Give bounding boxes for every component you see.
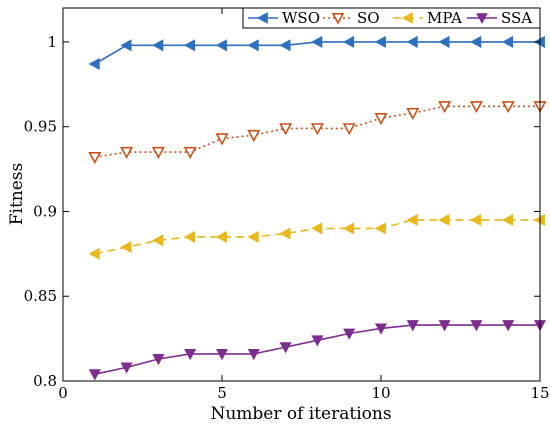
data-point-so: [310, 123, 324, 136]
data-point-so: [279, 123, 293, 136]
data-point-so: [120, 146, 134, 159]
data-point-wso: [470, 35, 482, 48]
data-point-ssa: [502, 320, 515, 332]
data-point-ssa: [88, 369, 101, 381]
data-point-mpa: [470, 213, 482, 226]
data-point-wso: [152, 39, 164, 52]
data-point-so: [469, 101, 483, 114]
x-tick-label: 15: [530, 384, 549, 402]
data-point-ssa: [374, 323, 388, 335]
data-point-ssa: [438, 320, 451, 332]
data-point-wso: [501, 35, 514, 48]
legend-label-so: SO: [357, 9, 380, 27]
data-point-wso: [374, 35, 386, 48]
data-point-ssa: [215, 349, 229, 361]
data-point-ssa: [184, 349, 197, 361]
data-point-wso: [215, 39, 227, 52]
x-axis-title: Number of iterations: [210, 404, 391, 424]
series-layer: [88, 35, 547, 381]
data-point-wso: [438, 35, 450, 48]
legend-label-mpa: MPA: [427, 9, 462, 27]
data-point-ssa: [343, 328, 356, 340]
data-point-mpa: [183, 230, 196, 243]
data-point-ssa: [152, 354, 165, 366]
data-point-ssa: [311, 335, 324, 347]
data-point-mpa: [88, 247, 100, 260]
data-point-wso: [311, 35, 323, 48]
series-ssa: [88, 320, 547, 381]
legend-marker-ssa: [476, 13, 488, 25]
data-point-so: [438, 101, 452, 114]
data-point-ssa: [247, 349, 260, 361]
data-point-so: [215, 133, 229, 146]
series-mpa: [88, 213, 545, 260]
data-point-so: [247, 129, 261, 143]
legend: WSO SO MPA SSA: [242, 7, 541, 29]
data-point-mpa: [120, 241, 132, 254]
data-point-mpa: [406, 213, 418, 226]
series-so: [88, 101, 547, 165]
legend-label-wso: WSO: [282, 9, 320, 27]
series-line-ssa: [94, 324, 540, 375]
data-point-mpa: [374, 222, 386, 235]
y-tick-label: 0.8: [33, 372, 57, 390]
legend-label-ssa: SSA: [501, 9, 532, 27]
series-wso: [88, 35, 545, 71]
x-tick-label: 10: [371, 384, 390, 402]
data-point-so: [342, 123, 356, 136]
data-point-so: [406, 107, 420, 120]
data-point-ssa: [470, 320, 483, 332]
data-point-ssa: [120, 362, 133, 374]
data-point-wso: [342, 35, 355, 48]
legend-marker-wso: [256, 12, 268, 24]
data-point-mpa: [152, 234, 164, 247]
y-tick-label: 0.9: [33, 202, 57, 220]
data-point-wso: [120, 39, 132, 52]
data-point-so: [501, 101, 515, 114]
x-tick-label: 0: [58, 384, 68, 402]
legend-item-wso: WSO: [248, 9, 320, 27]
legend-item-ssa: SSA: [467, 9, 532, 27]
data-point-mpa: [279, 227, 291, 240]
data-point-wso: [183, 39, 196, 52]
data-point-mpa: [342, 222, 355, 235]
data-point-so: [88, 152, 102, 165]
axis-ticks: 0 5 10 15 0.8 0.85 0.9 0.95 1: [24, 8, 550, 402]
y-tick-label: 1: [47, 33, 57, 51]
data-point-wso: [247, 39, 259, 52]
legend-box: [242, 7, 541, 29]
legend-item-so: SO: [323, 9, 380, 27]
data-point-ssa: [406, 320, 419, 332]
legend-marker-mpa: [401, 12, 413, 24]
data-point-mpa: [311, 222, 323, 235]
x-tick-label: 5: [217, 384, 227, 402]
data-point-so: [183, 146, 197, 159]
data-point-mpa: [438, 213, 450, 226]
data-point-wso: [279, 39, 291, 52]
y-tick-label: 0.95: [24, 118, 57, 136]
data-point-wso: [88, 57, 100, 71]
data-point-mpa: [215, 230, 227, 243]
data-point-ssa: [279, 342, 292, 354]
data-point-so: [374, 113, 388, 126]
data-point-so: [151, 146, 165, 159]
data-point-mpa: [247, 230, 259, 243]
legend-item-mpa: MPA: [393, 9, 462, 27]
y-axis-title: Fitness: [7, 163, 27, 226]
data-point-mpa: [501, 213, 514, 226]
y-tick-label: 0.85: [24, 287, 57, 305]
legend-marker-so: [331, 13, 345, 25]
data-point-wso: [406, 35, 418, 48]
